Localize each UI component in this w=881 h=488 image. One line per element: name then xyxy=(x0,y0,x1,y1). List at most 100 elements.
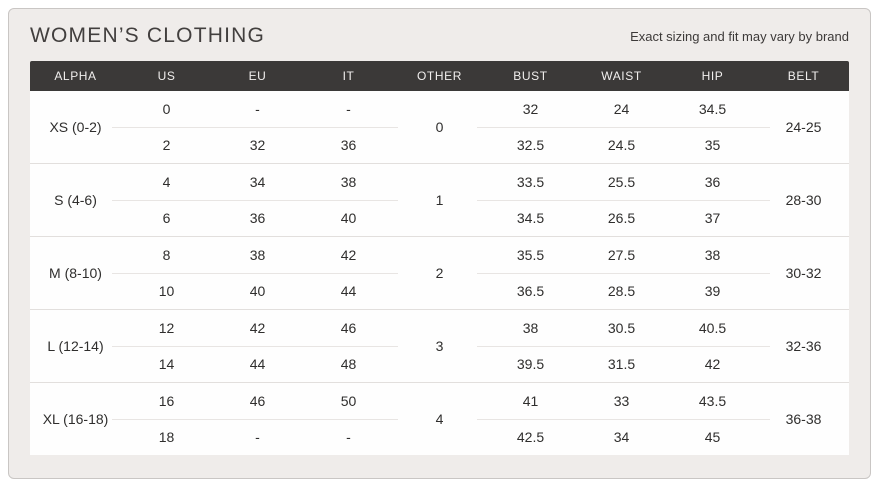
us-value: 16 xyxy=(158,393,175,409)
eu-value: 44 xyxy=(249,356,266,372)
waist-value: 25.5 xyxy=(607,174,636,190)
column-header-us: US xyxy=(157,69,176,83)
us-value: 0 xyxy=(162,101,171,117)
other-value: 2 xyxy=(435,265,444,281)
it-value: 42 xyxy=(340,247,357,263)
alpha-label: M (8-10) xyxy=(49,265,102,281)
column-header-waist: WAIST xyxy=(601,69,642,83)
us-value: 6 xyxy=(162,210,171,226)
size-group-s: S (4-6) 4 34 38 33.5 25.5 36 6 36 40 34.5 26.5 37 1 28… xyxy=(30,163,849,236)
waist-value: 24 xyxy=(613,101,630,117)
bust-value: 32.5 xyxy=(516,137,545,153)
it-value: 46 xyxy=(340,320,357,336)
alpha-label: XL (16-18) xyxy=(42,411,109,427)
hip-value: 40.5 xyxy=(698,320,727,336)
page-title: WOMEN’S CLOTHING xyxy=(30,24,266,47)
other-value: 1 xyxy=(435,192,444,208)
bust-value: 33.5 xyxy=(516,174,545,190)
subrow-divider-right xyxy=(477,273,770,274)
bust-value: 41 xyxy=(522,393,539,409)
us-value: 14 xyxy=(158,356,175,372)
bust-value: 36.5 xyxy=(516,283,545,299)
it-value: 48 xyxy=(340,356,357,372)
other-value: 4 xyxy=(435,411,444,427)
waist-value: 31.5 xyxy=(607,356,636,372)
bust-value: 32 xyxy=(522,101,539,117)
column-header-it: IT xyxy=(342,69,355,83)
bust-value: 42.5 xyxy=(516,429,545,445)
subrow-divider-left xyxy=(111,200,398,201)
it-value: 44 xyxy=(340,283,357,299)
waist-value: 27.5 xyxy=(607,247,636,263)
hip-value: 42 xyxy=(704,356,721,372)
hip-value: 43.5 xyxy=(698,393,727,409)
size-chart-card: WOMEN’S CLOTHING Exact sizing and fit ma… xyxy=(8,8,871,479)
eu-value: - xyxy=(255,101,260,117)
eu-value: 42 xyxy=(249,320,266,336)
us-value: 18 xyxy=(158,429,175,445)
waist-value: 34 xyxy=(613,429,630,445)
subrow-divider-left xyxy=(111,273,398,274)
it-value: 50 xyxy=(340,393,357,409)
subrow-divider-left xyxy=(111,419,398,420)
it-value: - xyxy=(346,101,351,117)
belt-value: 32-36 xyxy=(785,338,822,354)
column-header-eu: EU xyxy=(248,69,267,83)
waist-value: 30.5 xyxy=(607,320,636,336)
belt-value: 28-30 xyxy=(785,192,822,208)
hip-value: 36 xyxy=(704,174,721,190)
alpha-label: XS (0-2) xyxy=(49,119,102,135)
bust-value: 38 xyxy=(522,320,539,336)
it-value: 38 xyxy=(340,174,357,190)
us-value: 10 xyxy=(158,283,175,299)
eu-value: 40 xyxy=(249,283,266,299)
it-value: 36 xyxy=(340,137,357,153)
bust-value: 35.5 xyxy=(516,247,545,263)
column-header-alpha: ALPHA xyxy=(54,69,97,83)
belt-value: 24-25 xyxy=(785,119,822,135)
column-header-hip: HIP xyxy=(701,69,724,83)
bust-value: 39.5 xyxy=(516,356,545,372)
eu-value: 36 xyxy=(249,210,266,226)
it-value: 40 xyxy=(340,210,357,226)
hip-value: 35 xyxy=(704,137,721,153)
waist-value: 24.5 xyxy=(607,137,636,153)
us-value: 2 xyxy=(162,137,171,153)
alpha-label: S (4-6) xyxy=(54,192,97,208)
eu-value: 32 xyxy=(249,137,266,153)
subrow-divider-right xyxy=(477,200,770,201)
hip-value: 34.5 xyxy=(698,101,727,117)
it-value: - xyxy=(346,429,351,445)
sizing-disclaimer: Exact sizing and fit may vary by brand xyxy=(630,28,849,44)
us-value: 8 xyxy=(162,247,171,263)
hip-value: 37 xyxy=(704,210,721,226)
belt-value: 30-32 xyxy=(785,265,822,281)
waist-value: 28.5 xyxy=(607,283,636,299)
other-value: 3 xyxy=(435,338,444,354)
subrow-divider-right xyxy=(477,346,770,347)
eu-value: - xyxy=(255,429,260,445)
subrow-divider-right xyxy=(477,127,770,128)
size-group-m: M (8-10) 8 38 42 35.5 27.5 38 10 40 44 36.5 28.5 39 2… xyxy=(30,236,849,309)
eu-value: 38 xyxy=(249,247,266,263)
table-header-row: ALPHA US EU IT OTHER BUST WAIST HIP BELT xyxy=(30,61,849,91)
subrow-divider-left xyxy=(111,127,398,128)
eu-value: 46 xyxy=(249,393,266,409)
hip-value: 45 xyxy=(704,429,721,445)
other-value: 0 xyxy=(435,119,444,135)
size-group-l: L (12-14) 12 42 46 38 30.5 40.5 14 44 48 39.5 31.5 4… xyxy=(30,309,849,382)
subrow-divider-left xyxy=(111,346,398,347)
hip-value: 39 xyxy=(704,283,721,299)
table-body: XS (0-2) 0- -32 24 34.5 2 32 36 32.5 24.5 35 0 24-25… xyxy=(30,91,849,455)
hip-value: 38 xyxy=(704,247,721,263)
belt-value: 36-38 xyxy=(785,411,822,427)
eu-value: 34 xyxy=(249,174,266,190)
column-header-belt: BELT xyxy=(787,69,820,83)
alpha-label: L (12-14) xyxy=(47,338,104,354)
column-header-other: OTHER xyxy=(417,69,462,83)
size-table: ALPHA US EU IT OTHER BUST WAIST HIP BELT XS (0-2… xyxy=(30,61,849,455)
waist-value: 33 xyxy=(613,393,630,409)
column-header-bust: BUST xyxy=(513,69,548,83)
waist-value: 26.5 xyxy=(607,210,636,226)
subrow-divider-right xyxy=(477,419,770,420)
